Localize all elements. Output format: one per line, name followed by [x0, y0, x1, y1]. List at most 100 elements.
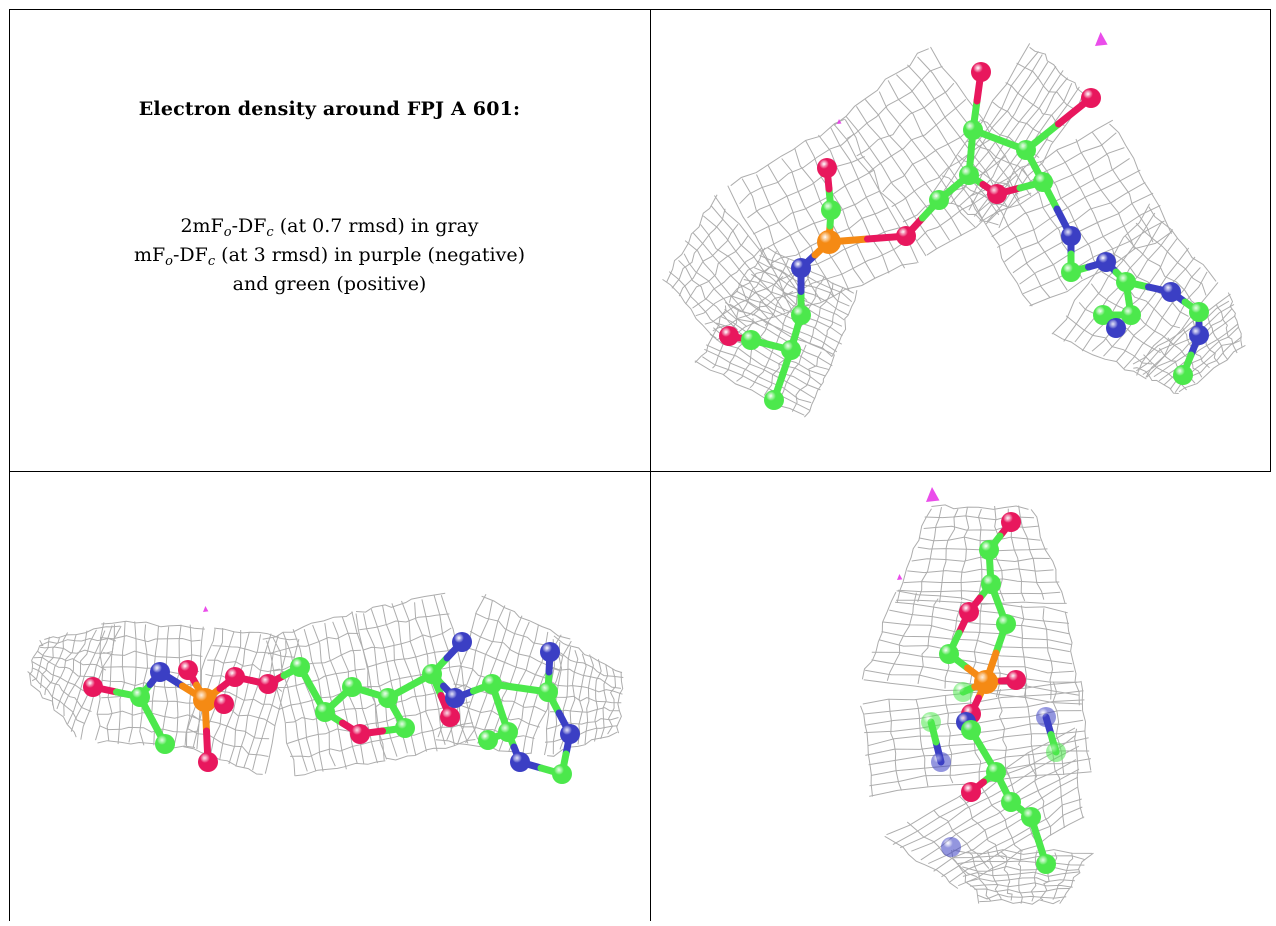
view-top-right — [651, 10, 1270, 471]
table-center-border — [650, 9, 651, 921]
atom-c — [1121, 305, 1141, 325]
molecule-render-bottom-left — [27, 592, 624, 784]
atom-c — [939, 644, 959, 664]
table-right-border — [1270, 9, 1271, 472]
negative-density-blob — [926, 487, 940, 502]
view-bottom-left — [10, 472, 650, 921]
legend-2-sub-o: o — [165, 254, 173, 269]
atom-c — [961, 720, 981, 740]
density-mesh — [662, 43, 1246, 394]
caption-title: Electron density around FPJ A 601: — [138, 98, 521, 120]
atom-n — [150, 662, 170, 682]
atom-c — [1046, 742, 1066, 762]
legend-2c: (at 3 rmsd) in purple (negative) — [215, 244, 526, 266]
atom-o — [1006, 670, 1026, 690]
atom-o — [719, 326, 739, 346]
atom-c — [498, 722, 518, 742]
atom-o — [350, 724, 370, 744]
legend-line-fo: mFo-DFc (at 3 rmsd) in purple (negative) — [9, 241, 650, 270]
atom-o — [1081, 88, 1101, 108]
atom-o — [258, 674, 278, 694]
atom-c — [781, 340, 801, 360]
negative-density-blob — [203, 606, 209, 612]
atom-n — [1096, 252, 1116, 272]
atom-o — [817, 158, 837, 178]
caption-legend: 2mFo-DFc (at 0.7 rmsd) in gray mFo-DFc (… — [9, 212, 650, 299]
atom-c — [953, 682, 973, 702]
atom-o — [178, 660, 198, 680]
atom-n — [510, 752, 530, 772]
density-mesh — [27, 592, 624, 777]
atom-c — [478, 730, 498, 750]
atom-n — [452, 632, 472, 652]
atom-c — [1116, 272, 1136, 292]
legend-2-sub-c: c — [207, 254, 216, 269]
legend-1-sub-c: c — [266, 225, 274, 240]
atom-n — [791, 258, 811, 278]
atom-c — [921, 712, 941, 732]
atom-p — [193, 688, 217, 712]
legend-1-sub-o: o — [223, 225, 232, 240]
legend-1b: -DF — [231, 215, 267, 237]
table-top-border — [9, 9, 1271, 10]
atom-c — [422, 664, 442, 684]
atom-o — [971, 62, 991, 82]
atom-n — [931, 752, 951, 772]
caption-cell: Electron density around FPJ A 601: 2mFo-… — [9, 10, 650, 470]
atom-c — [1001, 792, 1021, 812]
atom-o — [214, 694, 234, 714]
atom-c — [1189, 302, 1209, 322]
atom-o — [896, 226, 916, 246]
atom-n — [445, 688, 465, 708]
atom-c — [1173, 365, 1193, 385]
atom-n — [560, 724, 580, 744]
ligand-ball-and-stick — [719, 62, 1209, 410]
atom-c — [959, 165, 979, 185]
atom-o — [959, 602, 979, 622]
atom-o — [987, 184, 1007, 204]
legend-1a: 2mF — [180, 215, 224, 237]
atom-c — [130, 687, 150, 707]
atom-c — [1061, 262, 1081, 282]
table-middle-border — [9, 471, 1271, 472]
ligand-ball-and-stick — [83, 632, 580, 784]
atom-c — [395, 718, 415, 738]
legend-2b: -DF — [173, 244, 208, 266]
atom-c — [1021, 807, 1041, 827]
atom-c — [290, 657, 310, 677]
atom-n — [1036, 707, 1056, 727]
atom-c — [155, 734, 175, 754]
atom-c — [552, 764, 572, 784]
negative-density-blob — [837, 119, 842, 124]
legend-line-colors: and green (positive) — [232, 273, 427, 295]
atom-c — [538, 682, 558, 702]
atom-c — [378, 688, 398, 708]
atom-c — [482, 674, 502, 694]
atom-c — [791, 305, 811, 325]
atom-o — [1001, 512, 1021, 532]
legend-line-2fo: 2mFo-DFc (at 0.7 rmsd) in gray — [9, 212, 650, 241]
atom-o — [83, 677, 103, 697]
atom-c — [981, 574, 1001, 594]
atom-c — [1036, 854, 1056, 874]
molecule-render-bottom-right — [860, 487, 1094, 905]
atom-o — [961, 782, 981, 802]
atom-c — [986, 762, 1006, 782]
atom-c — [1093, 305, 1113, 325]
atom-o — [198, 752, 218, 772]
atom-c — [1016, 140, 1036, 160]
atom-c — [996, 614, 1016, 634]
view-bottom-right — [651, 472, 1270, 921]
atom-p — [817, 230, 841, 254]
atom-n — [540, 642, 560, 662]
atom-p — [974, 670, 998, 694]
atom-o — [225, 667, 245, 687]
atom-c — [979, 540, 999, 560]
atom-c — [821, 200, 841, 220]
legend-1c: (at 0.7 rmsd) in gray — [273, 215, 479, 237]
atom-n — [1189, 325, 1209, 345]
atom-c — [342, 677, 362, 697]
table-left-border — [9, 9, 10, 921]
atom-c — [764, 390, 784, 410]
ligand-ball-and-stick — [921, 512, 1066, 874]
